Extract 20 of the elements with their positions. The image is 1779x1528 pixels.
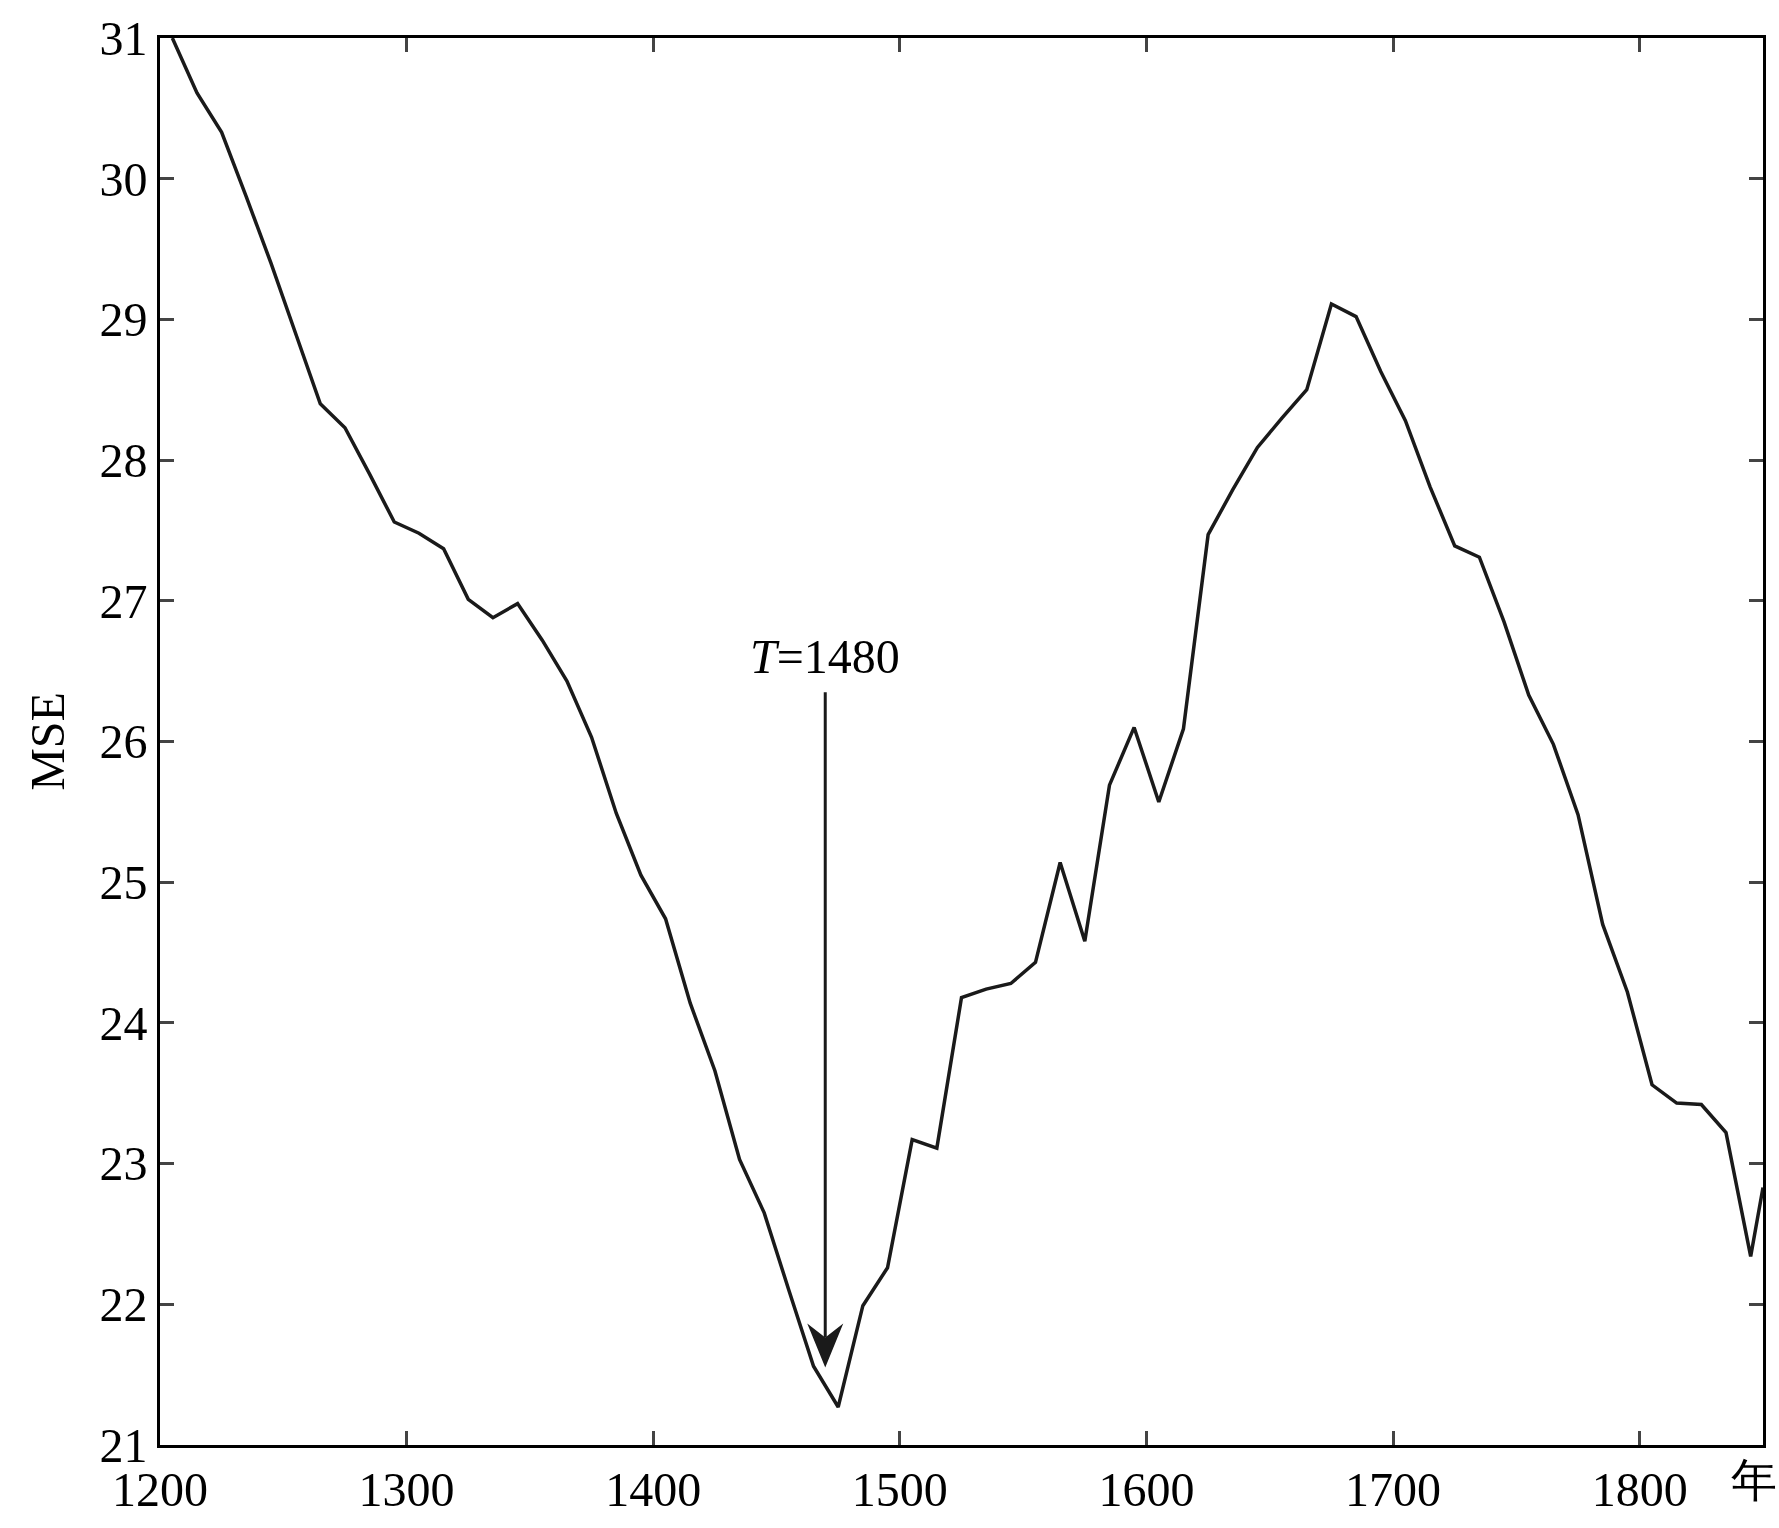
line-series — [170, 38, 1763, 1409]
y-tick-label: 28 — [99, 433, 148, 487]
x-tick-label: 1800 — [1591, 1462, 1688, 1516]
x-tick-label: 1700 — [1345, 1462, 1442, 1516]
x-tick-label: 1400 — [605, 1462, 702, 1516]
y-tick-label: 23 — [99, 1137, 148, 1191]
y-axis-title: MSE — [21, 692, 75, 791]
x-tick-label: 1600 — [1098, 1462, 1195, 1516]
y-tick-label: 24 — [99, 996, 148, 1050]
y-tick-label: 26 — [99, 715, 148, 769]
y-tick-label: 27 — [99, 574, 148, 628]
x-tick-label: 1300 — [358, 1462, 455, 1516]
y-tick-label: 29 — [99, 293, 148, 347]
y-tick-label: 22 — [99, 1278, 148, 1332]
y-tick-label: 30 — [99, 152, 148, 206]
x-axis-title: 年 — [1731, 1453, 1777, 1507]
y-tick-label: 31 — [99, 11, 148, 65]
annotation: T=1480 — [750, 630, 900, 683]
x-tick-label: 1500 — [851, 1462, 948, 1516]
y-tick-label: 25 — [99, 856, 148, 909]
